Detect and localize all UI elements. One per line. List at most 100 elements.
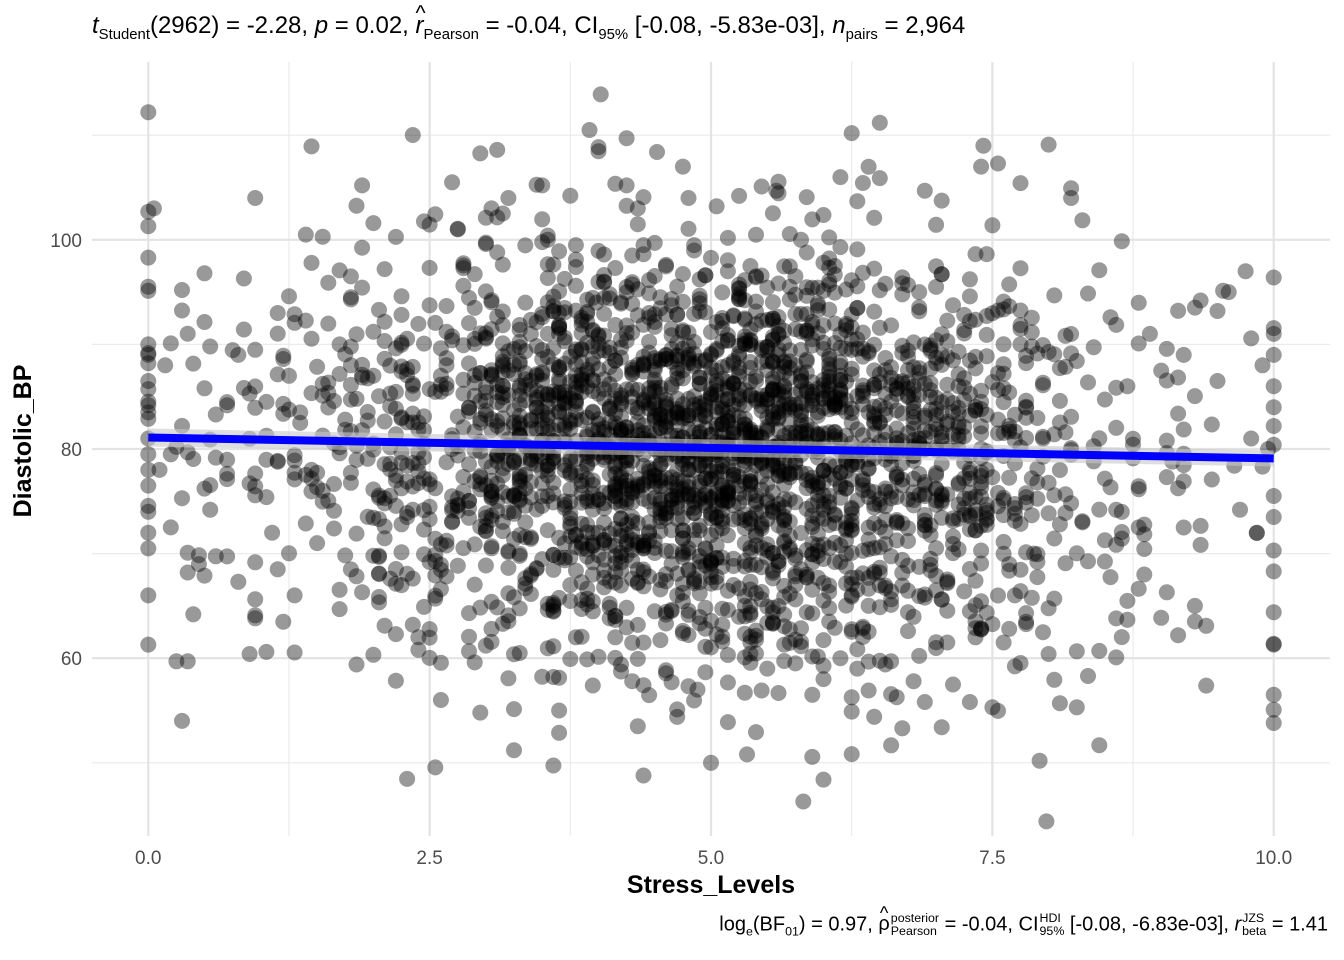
data-point — [956, 428, 973, 445]
data-point — [759, 391, 776, 408]
data-point — [916, 586, 933, 603]
data-point — [669, 499, 686, 516]
data-point — [590, 139, 607, 156]
data-point — [736, 474, 753, 491]
data-point — [432, 340, 449, 357]
data-point — [691, 548, 708, 565]
data-point — [506, 453, 522, 470]
data-point — [770, 318, 787, 335]
data-point — [731, 187, 748, 204]
data-point — [629, 478, 646, 495]
data-point — [449, 496, 466, 513]
data-point — [748, 537, 764, 554]
data-point — [511, 600, 528, 617]
data-point — [562, 505, 579, 522]
data-point — [697, 401, 714, 418]
data-point — [607, 608, 624, 625]
data-point — [731, 390, 748, 407]
data-point — [455, 483, 472, 500]
data-point — [596, 532, 613, 549]
data-point — [995, 336, 1012, 353]
data-point — [703, 489, 719, 506]
data-point — [984, 616, 1001, 633]
data-point — [258, 489, 275, 506]
data-point — [618, 177, 635, 194]
data-point — [618, 317, 635, 334]
data-point — [613, 544, 629, 561]
data-point — [939, 571, 956, 588]
data-point — [556, 417, 573, 434]
data-point — [584, 472, 601, 489]
data-point — [843, 512, 860, 529]
data-point — [635, 475, 652, 492]
data-point — [888, 489, 905, 505]
data-point — [1029, 546, 1046, 563]
data-point — [539, 407, 556, 424]
data-point — [826, 284, 843, 301]
data-point — [900, 582, 916, 599]
data-point — [376, 313, 393, 330]
data-point — [697, 351, 714, 368]
data-point — [477, 523, 494, 540]
data-point — [500, 607, 517, 624]
data-point — [658, 347, 674, 364]
data-point — [579, 516, 596, 533]
data-point — [759, 386, 776, 403]
data-point — [545, 422, 562, 439]
data-point — [798, 472, 815, 489]
data-point — [658, 499, 674, 516]
data-point — [489, 384, 506, 401]
data-point — [309, 358, 326, 375]
data-point — [579, 490, 596, 507]
data-point — [866, 376, 883, 393]
data-point — [809, 526, 826, 542]
data-point — [489, 244, 506, 261]
data-point — [477, 518, 494, 535]
data-point — [714, 370, 731, 387]
data-point — [1248, 525, 1265, 541]
data-point — [764, 353, 781, 369]
data-point — [708, 387, 725, 404]
data-point — [669, 487, 686, 504]
data-point — [387, 400, 404, 417]
data-point — [933, 326, 950, 343]
data-point — [770, 275, 787, 292]
data-point — [393, 363, 410, 380]
data-point — [314, 228, 331, 245]
data-point — [894, 577, 911, 594]
data-point — [292, 414, 309, 431]
data-point — [613, 409, 629, 425]
data-point — [815, 462, 832, 479]
data-point — [742, 634, 759, 651]
data-point — [815, 462, 832, 479]
data-point — [1158, 469, 1175, 486]
data-point — [579, 580, 596, 597]
data-point — [567, 367, 584, 384]
data-point — [674, 405, 691, 422]
data-point — [174, 302, 190, 319]
data-point — [506, 701, 522, 718]
data-point — [483, 489, 500, 505]
data-point — [607, 487, 624, 504]
data-point — [674, 543, 691, 560]
data-point — [691, 399, 708, 415]
data-point — [742, 466, 759, 483]
data-point — [719, 252, 736, 269]
data-point — [748, 293, 764, 310]
data-point — [725, 423, 742, 440]
data-point — [731, 291, 748, 307]
data-point — [461, 492, 477, 509]
data-point — [922, 382, 939, 399]
data-point — [635, 540, 652, 557]
data-point — [883, 359, 900, 376]
data-point — [567, 392, 584, 409]
data-point — [731, 580, 748, 597]
data-point — [764, 310, 781, 327]
data-point — [613, 510, 629, 527]
data-point — [708, 342, 725, 359]
data-point — [854, 384, 871, 401]
data-point — [928, 278, 945, 295]
data-point — [556, 304, 573, 321]
data-point — [838, 317, 855, 334]
data-point — [556, 462, 573, 479]
